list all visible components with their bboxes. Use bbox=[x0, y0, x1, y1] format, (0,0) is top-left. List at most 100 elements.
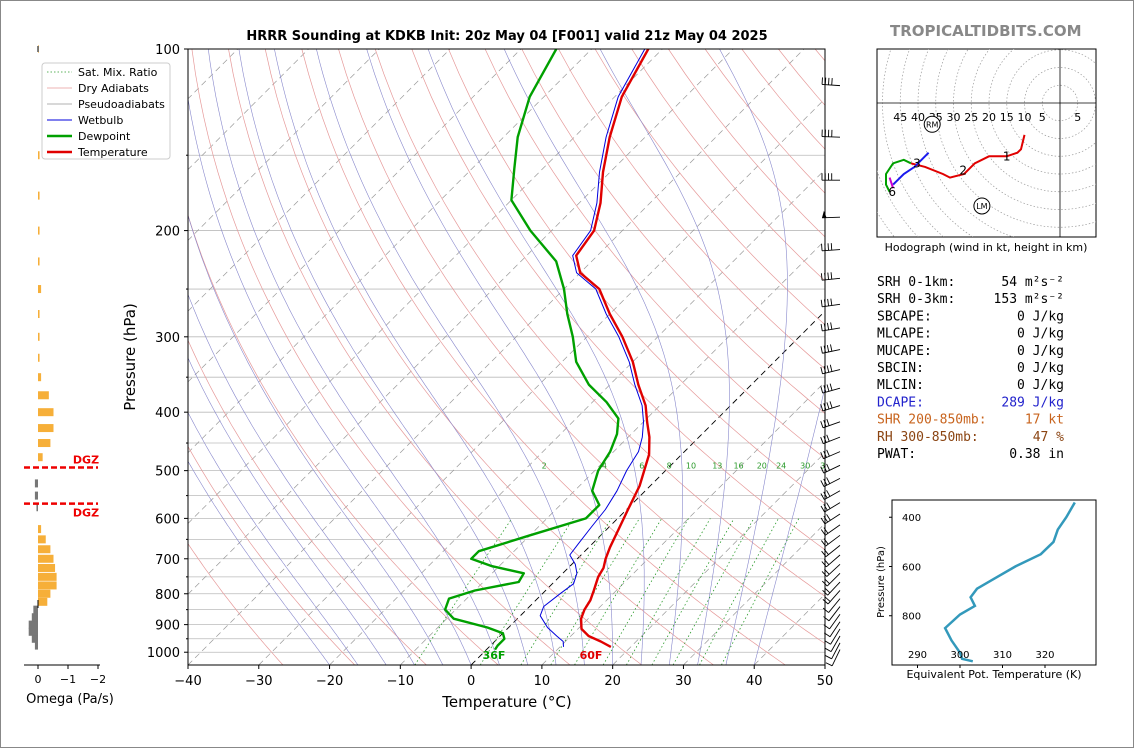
y-tick-label: 800 bbox=[155, 588, 180, 603]
wind-barb-feather bbox=[826, 463, 830, 471]
dry-adiabat bbox=[558, 49, 825, 370]
wind-barb-feather bbox=[824, 568, 830, 575]
omega-bar bbox=[38, 535, 46, 544]
stats-table: SRH 0-1km: 54 m²s⁻² SRH 0-3km: 153 m²s⁻² SBC… bbox=[877, 275, 1064, 462]
wind-barb bbox=[830, 635, 841, 652]
dgz-label: DGZ bbox=[73, 507, 99, 520]
isotherm-line bbox=[258, 98, 825, 665]
omega-bar bbox=[34, 491, 38, 500]
wind-barb-feather bbox=[823, 465, 828, 472]
theta-e-xtick-label: 300 bbox=[950, 650, 969, 661]
theta-e-ytick-label: 800 bbox=[902, 612, 921, 623]
wind-barb-feather bbox=[825, 662, 833, 667]
hodograph-ring-label: 25 bbox=[964, 111, 978, 124]
moist-adiabat bbox=[503, 49, 683, 665]
hodograph-trace bbox=[885, 158, 912, 193]
wind-barb-feather bbox=[820, 366, 823, 374]
wind-barb-feather bbox=[826, 514, 831, 521]
x-tick-label: −40 bbox=[174, 674, 201, 689]
mixing-ratio-label: 8 bbox=[667, 462, 672, 471]
theta-e-frame bbox=[891, 499, 1097, 666]
wind-barb-feather bbox=[823, 559, 830, 565]
stat-value: 153 m²s⁻² bbox=[994, 292, 1064, 307]
theta-e-xlabel: Equivalent Pot. Temperature (K) bbox=[906, 668, 1081, 681]
x-tick-label: 30 bbox=[675, 674, 692, 689]
rm-label: RM bbox=[926, 120, 939, 129]
wind-barb bbox=[831, 649, 841, 666]
stat-value: 54 m²s⁻² bbox=[1001, 275, 1064, 290]
stat-value: 0 J/kg bbox=[1017, 309, 1064, 324]
stat-label: SBCAPE: bbox=[877, 309, 932, 324]
stat-label: MUCAPE: bbox=[877, 344, 932, 359]
stat-label: MLCAPE: bbox=[877, 327, 932, 342]
theta-e-panel: 290 300 310 320 400 600 800 bbox=[889, 501, 1076, 668]
wind-barb-feather bbox=[823, 504, 828, 511]
isotherm-line bbox=[188, 49, 805, 665]
wind-barb bbox=[823, 451, 841, 460]
x-tick-label: −10 bbox=[387, 674, 414, 689]
rm-marker bbox=[923, 115, 941, 133]
wind-barb-feather bbox=[826, 477, 831, 484]
wind-barb-feather bbox=[829, 401, 833, 409]
omega-bar bbox=[33, 605, 38, 614]
wind-barb-feather bbox=[820, 505, 825, 513]
wind-barb-feather bbox=[826, 449, 830, 457]
y-tick-label: 900 bbox=[155, 619, 180, 634]
surface-temperature-label: 60F bbox=[580, 649, 603, 662]
lm-marker bbox=[973, 197, 991, 215]
omega-bar bbox=[34, 479, 38, 488]
theta-e-xtick-label: 290 bbox=[908, 650, 927, 661]
wind-barb-feather bbox=[825, 655, 832, 660]
wind-barb-feather bbox=[820, 421, 824, 428]
y-tick-label: 1000 bbox=[147, 646, 180, 661]
wind-barb-feather bbox=[827, 322, 830, 330]
omega-tick-label: −2 bbox=[90, 673, 106, 686]
wind-barb-feather bbox=[826, 434, 830, 442]
omega-bar bbox=[38, 332, 40, 341]
series-dewpoint bbox=[443, 49, 620, 651]
moist-adiabat bbox=[753, 385, 825, 665]
stat-value: 47 % bbox=[1033, 430, 1064, 445]
omega-bar bbox=[38, 439, 51, 448]
wind-barb-feather bbox=[823, 478, 828, 486]
moist-adiabat bbox=[188, 460, 330, 665]
y-tick-label: 600 bbox=[155, 512, 180, 527]
dry-adiabat bbox=[594, 49, 825, 326]
mixing-ratio-line bbox=[520, 518, 612, 665]
omega-bar bbox=[38, 391, 49, 400]
x-tick-label: 0 bbox=[467, 674, 475, 689]
wind-barb-feather bbox=[826, 502, 831, 509]
wind-barb-feather bbox=[824, 578, 830, 585]
wind-barb-feather bbox=[820, 466, 825, 474]
omega-bar bbox=[38, 408, 54, 417]
mixing-ratio-label: 16 bbox=[733, 462, 743, 471]
hodograph-ring-label: 40 bbox=[911, 111, 925, 124]
isotherm-line bbox=[188, 49, 663, 524]
wind-barbs bbox=[820, 77, 841, 667]
mixing-ratio-label: 10 bbox=[686, 462, 696, 471]
wind-barb-feather bbox=[820, 493, 825, 500]
series-temperature bbox=[575, 49, 651, 648]
wind-barb-feather bbox=[823, 419, 827, 427]
dry-adiabat bbox=[338, 49, 825, 645]
wind-barb bbox=[822, 387, 841, 394]
x-axis-label: Temperature (°C) bbox=[441, 693, 571, 711]
wind-barb-feather bbox=[824, 272, 826, 280]
hodograph-ring-label: 20 bbox=[982, 111, 996, 124]
stat-label: PWAT: bbox=[877, 447, 916, 462]
stat-value: 0 J/kg bbox=[1017, 378, 1064, 393]
wind-barb-feather bbox=[820, 529, 826, 536]
dry-adiabat bbox=[484, 49, 825, 459]
stat-value: 0 J/kg bbox=[1017, 344, 1064, 359]
wind-barb bbox=[825, 534, 841, 547]
wind-barb-feather bbox=[830, 298, 833, 306]
x-tick-label: 50 bbox=[817, 674, 834, 689]
wind-barb bbox=[826, 564, 841, 577]
hodograph-trace bbox=[892, 151, 930, 186]
omega-axis-label: Omega (Pa/s) bbox=[26, 692, 114, 707]
wind-barb bbox=[826, 554, 841, 568]
wind-barb-feather bbox=[823, 515, 829, 523]
moist-adiabat bbox=[188, 293, 415, 665]
wind-barb-feather bbox=[823, 624, 830, 630]
